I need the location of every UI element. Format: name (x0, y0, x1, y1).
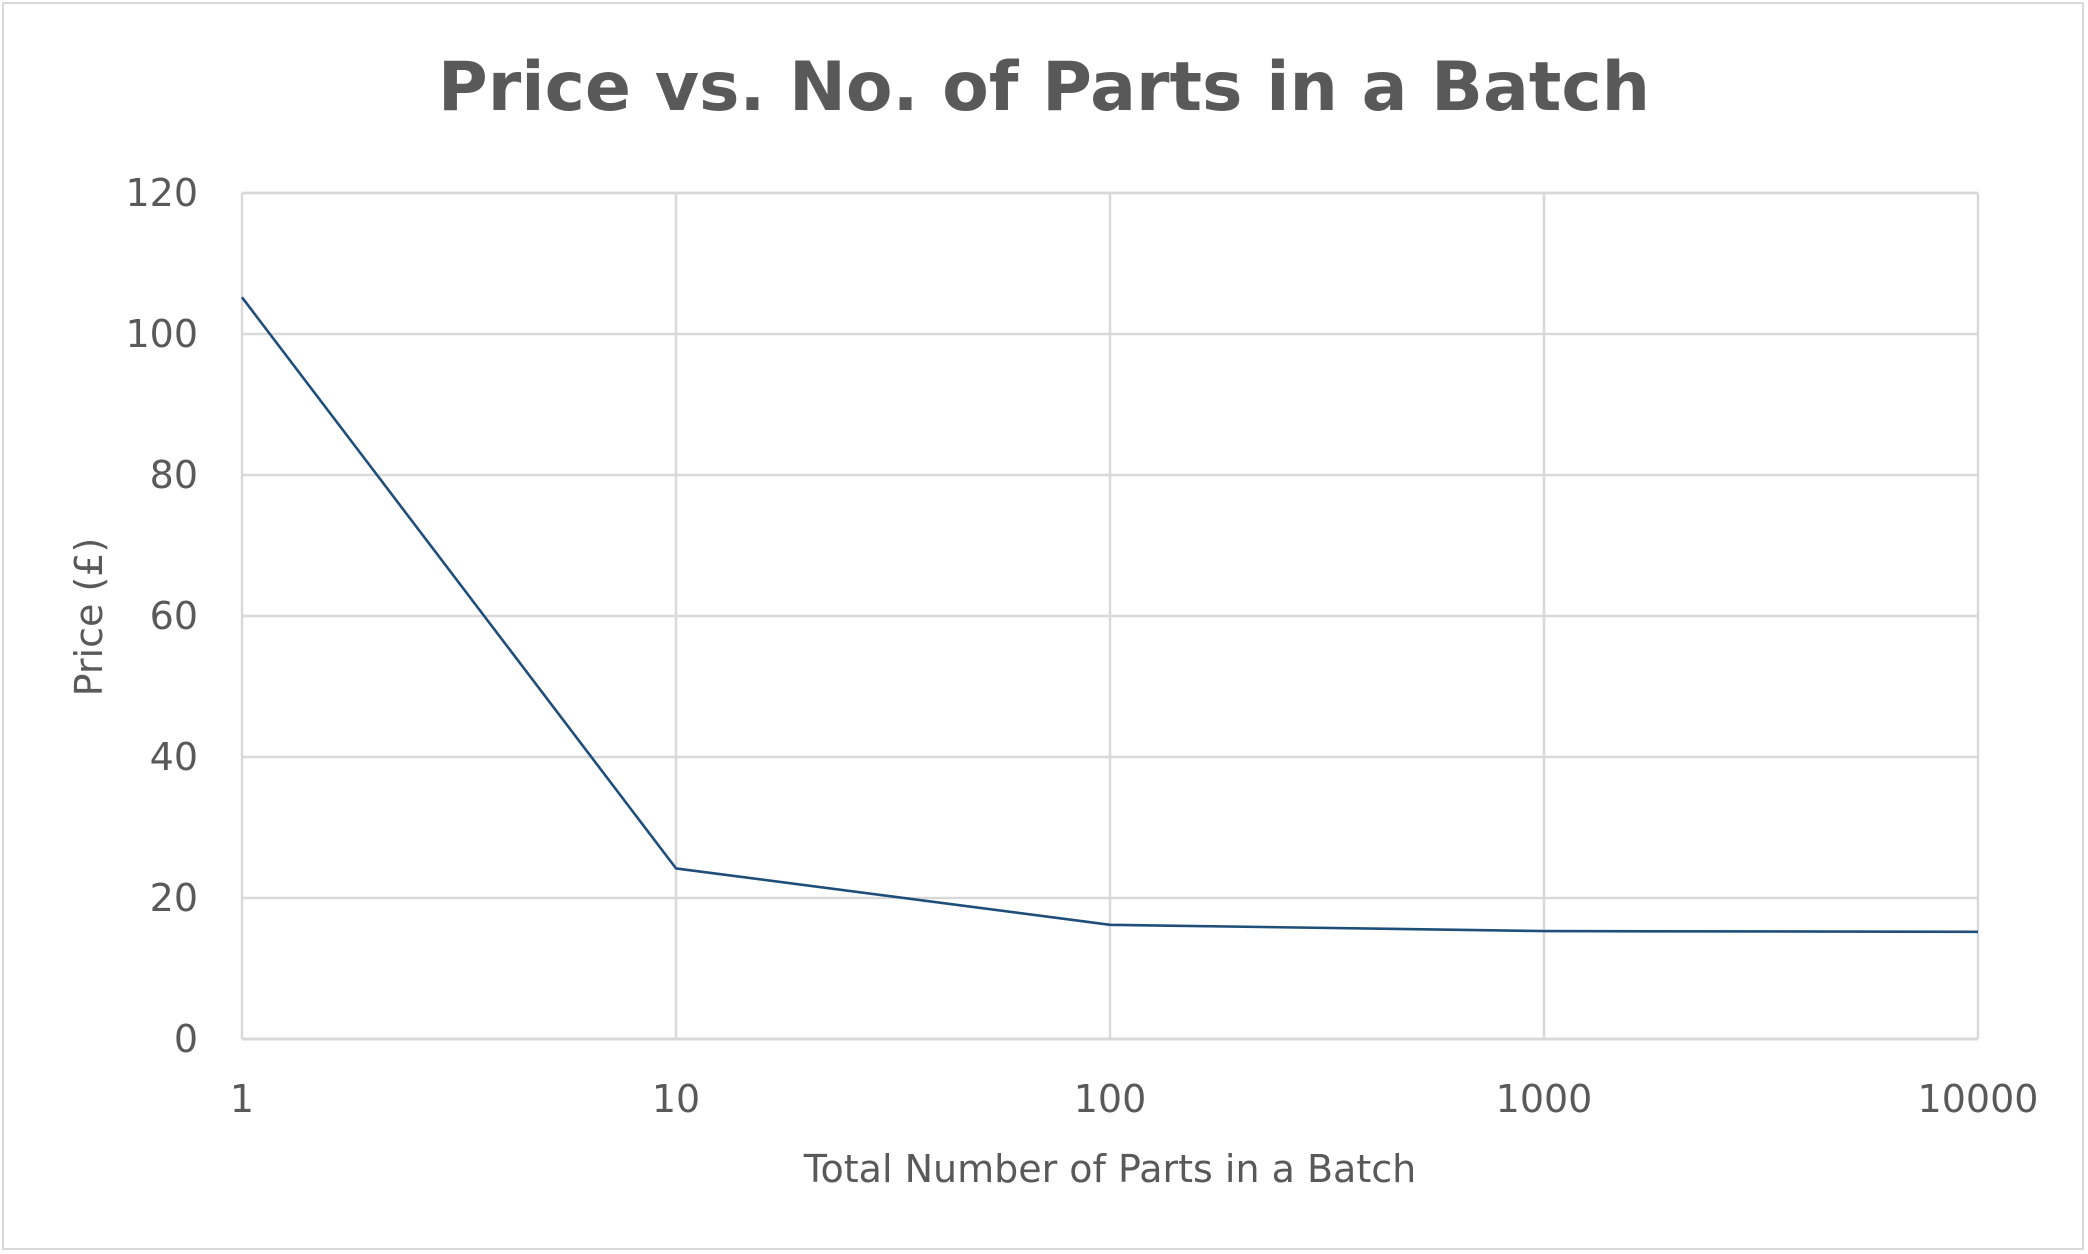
gridlines (240, 191, 1980, 1039)
y-tick-label: 100 (125, 312, 198, 356)
y-axis-title: Price (£) (67, 538, 111, 697)
y-tick-label: 20 (150, 876, 198, 920)
x-tick-label: 100 (1074, 1077, 1147, 1121)
y-tick-label: 60 (150, 594, 198, 638)
x-axis-title: Total Number of Parts in a Batch (803, 1147, 1416, 1191)
y-tick-label: 80 (150, 453, 198, 497)
x-tick-label: 1 (230, 1077, 254, 1121)
x-tick-label: 1000 (1496, 1077, 1593, 1121)
y-tick-label: 0 (174, 1017, 198, 1061)
x-tick-label: 10000 (1918, 1077, 2039, 1121)
chart-title: Price vs. No. of Parts in a Batch (438, 48, 1650, 127)
x-tick-label: 10 (652, 1077, 700, 1121)
series-line-0 (240, 296, 1979, 934)
y-tick-label: 40 (150, 735, 198, 779)
y-tick-label: 120 (125, 171, 198, 215)
series-layer (240, 296, 1979, 934)
